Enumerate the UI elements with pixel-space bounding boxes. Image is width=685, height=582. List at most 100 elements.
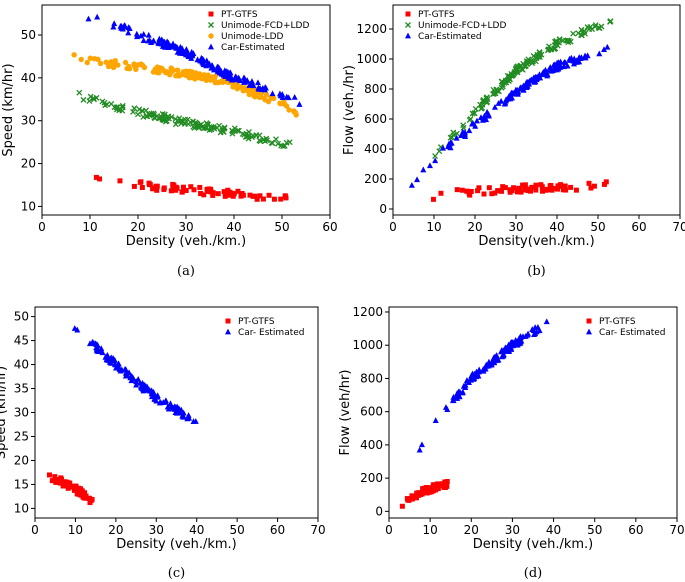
- x-tick-label: 60: [631, 220, 646, 234]
- data-point: [485, 112, 492, 119]
- x-axis-label: Density (veh./km.): [116, 537, 236, 552]
- y-tick-label: 15: [14, 477, 29, 491]
- x-tick-label: 0: [385, 523, 393, 537]
- data-point: [95, 56, 101, 63]
- data-point: [145, 37, 152, 44]
- data-point: [588, 185, 594, 191]
- data-point: [259, 84, 266, 91]
- data-point: [221, 189, 227, 195]
- data-point: [495, 356, 502, 363]
- plot-frame: [388, 306, 678, 519]
- x-tick-label: 20: [464, 523, 479, 537]
- data-point: [253, 132, 260, 139]
- data-point: [127, 373, 134, 380]
- data-point: [145, 31, 152, 38]
- data-point: [205, 188, 211, 194]
- data-point: [254, 196, 260, 202]
- data-point: [554, 64, 561, 71]
- data-point: [278, 196, 284, 202]
- data-point: [80, 492, 86, 498]
- data-point: [102, 353, 109, 360]
- legend-marker: [208, 11, 214, 17]
- data-point: [432, 157, 439, 164]
- panel-c: 0 10 20 30 40 50 60 70101520253035404550Density…: [0, 306, 326, 581]
- data-point: [180, 413, 187, 420]
- data-point: [152, 393, 159, 400]
- data-point: [432, 482, 438, 488]
- data-point: [471, 110, 478, 117]
- data-point: [250, 193, 256, 199]
- data-point: [137, 179, 143, 185]
- data-point: [111, 61, 118, 68]
- data-point: [500, 184, 506, 190]
- data-point: [222, 193, 228, 199]
- legend-marker: [586, 318, 592, 324]
- legend-label: PT-GTFS: [221, 10, 258, 20]
- y-tick-label: 20: [21, 157, 36, 171]
- data-point: [235, 188, 241, 194]
- data-point: [194, 122, 201, 129]
- data-point: [249, 134, 255, 141]
- data-point: [85, 15, 92, 22]
- data-point: [173, 44, 180, 51]
- data-point: [455, 388, 462, 395]
- series-unimode-ldd: [71, 52, 299, 118]
- y-axis-label: Speed (km/hr): [0, 366, 9, 459]
- data-point: [525, 58, 531, 65]
- data-point: [97, 60, 104, 67]
- data-point: [171, 404, 178, 411]
- data-point: [532, 330, 539, 337]
- data-point: [160, 39, 167, 45]
- data-point: [242, 85, 248, 91]
- data-point: [430, 196, 436, 202]
- y-axis-label: Flow (veh/hr): [338, 370, 353, 456]
- data-point: [152, 66, 158, 72]
- data-point: [512, 66, 519, 73]
- legend-label: Car- Estimated: [599, 328, 666, 338]
- data-point: [115, 360, 122, 367]
- data-point: [592, 23, 599, 30]
- data-point: [180, 409, 187, 416]
- data-point: [164, 403, 171, 410]
- data-point: [187, 69, 194, 76]
- data-point: [230, 84, 236, 90]
- data-point: [75, 487, 81, 493]
- data-point: [534, 324, 541, 330]
- data-point: [527, 188, 533, 194]
- data-point: [94, 13, 101, 20]
- series-pt-gtfs: [399, 479, 450, 509]
- legend-marker: [225, 328, 231, 335]
- data-point: [555, 183, 561, 189]
- data-point: [211, 66, 218, 73]
- x-tick-label: 50: [274, 220, 289, 234]
- data-point: [126, 65, 133, 72]
- data-point: [133, 378, 140, 385]
- data-point: [420, 489, 426, 495]
- y-tick-label: 200: [364, 172, 387, 186]
- data-point: [444, 479, 450, 485]
- data-point: [179, 47, 186, 54]
- data-point: [71, 52, 77, 58]
- data-point: [80, 494, 86, 500]
- x-tick-label: 0: [31, 523, 39, 537]
- data-point: [549, 187, 555, 193]
- x-tick-label: 70: [672, 220, 685, 234]
- data-point: [414, 176, 421, 183]
- data-point: [154, 187, 160, 193]
- x-tick-label: 30: [508, 220, 523, 234]
- data-point: [133, 30, 140, 37]
- data-point: [512, 336, 519, 343]
- data-point: [531, 78, 538, 85]
- data-point: [174, 185, 180, 191]
- data-point: [97, 176, 103, 182]
- data-point: [157, 399, 164, 406]
- legend-label: Unimode-FCD+LDD: [221, 21, 309, 31]
- data-point: [282, 193, 288, 199]
- data-point: [543, 318, 550, 325]
- data-point: [199, 76, 205, 82]
- data-point: [166, 70, 172, 76]
- data-point: [146, 111, 153, 118]
- data-point: [271, 196, 277, 202]
- data-point: [161, 185, 167, 191]
